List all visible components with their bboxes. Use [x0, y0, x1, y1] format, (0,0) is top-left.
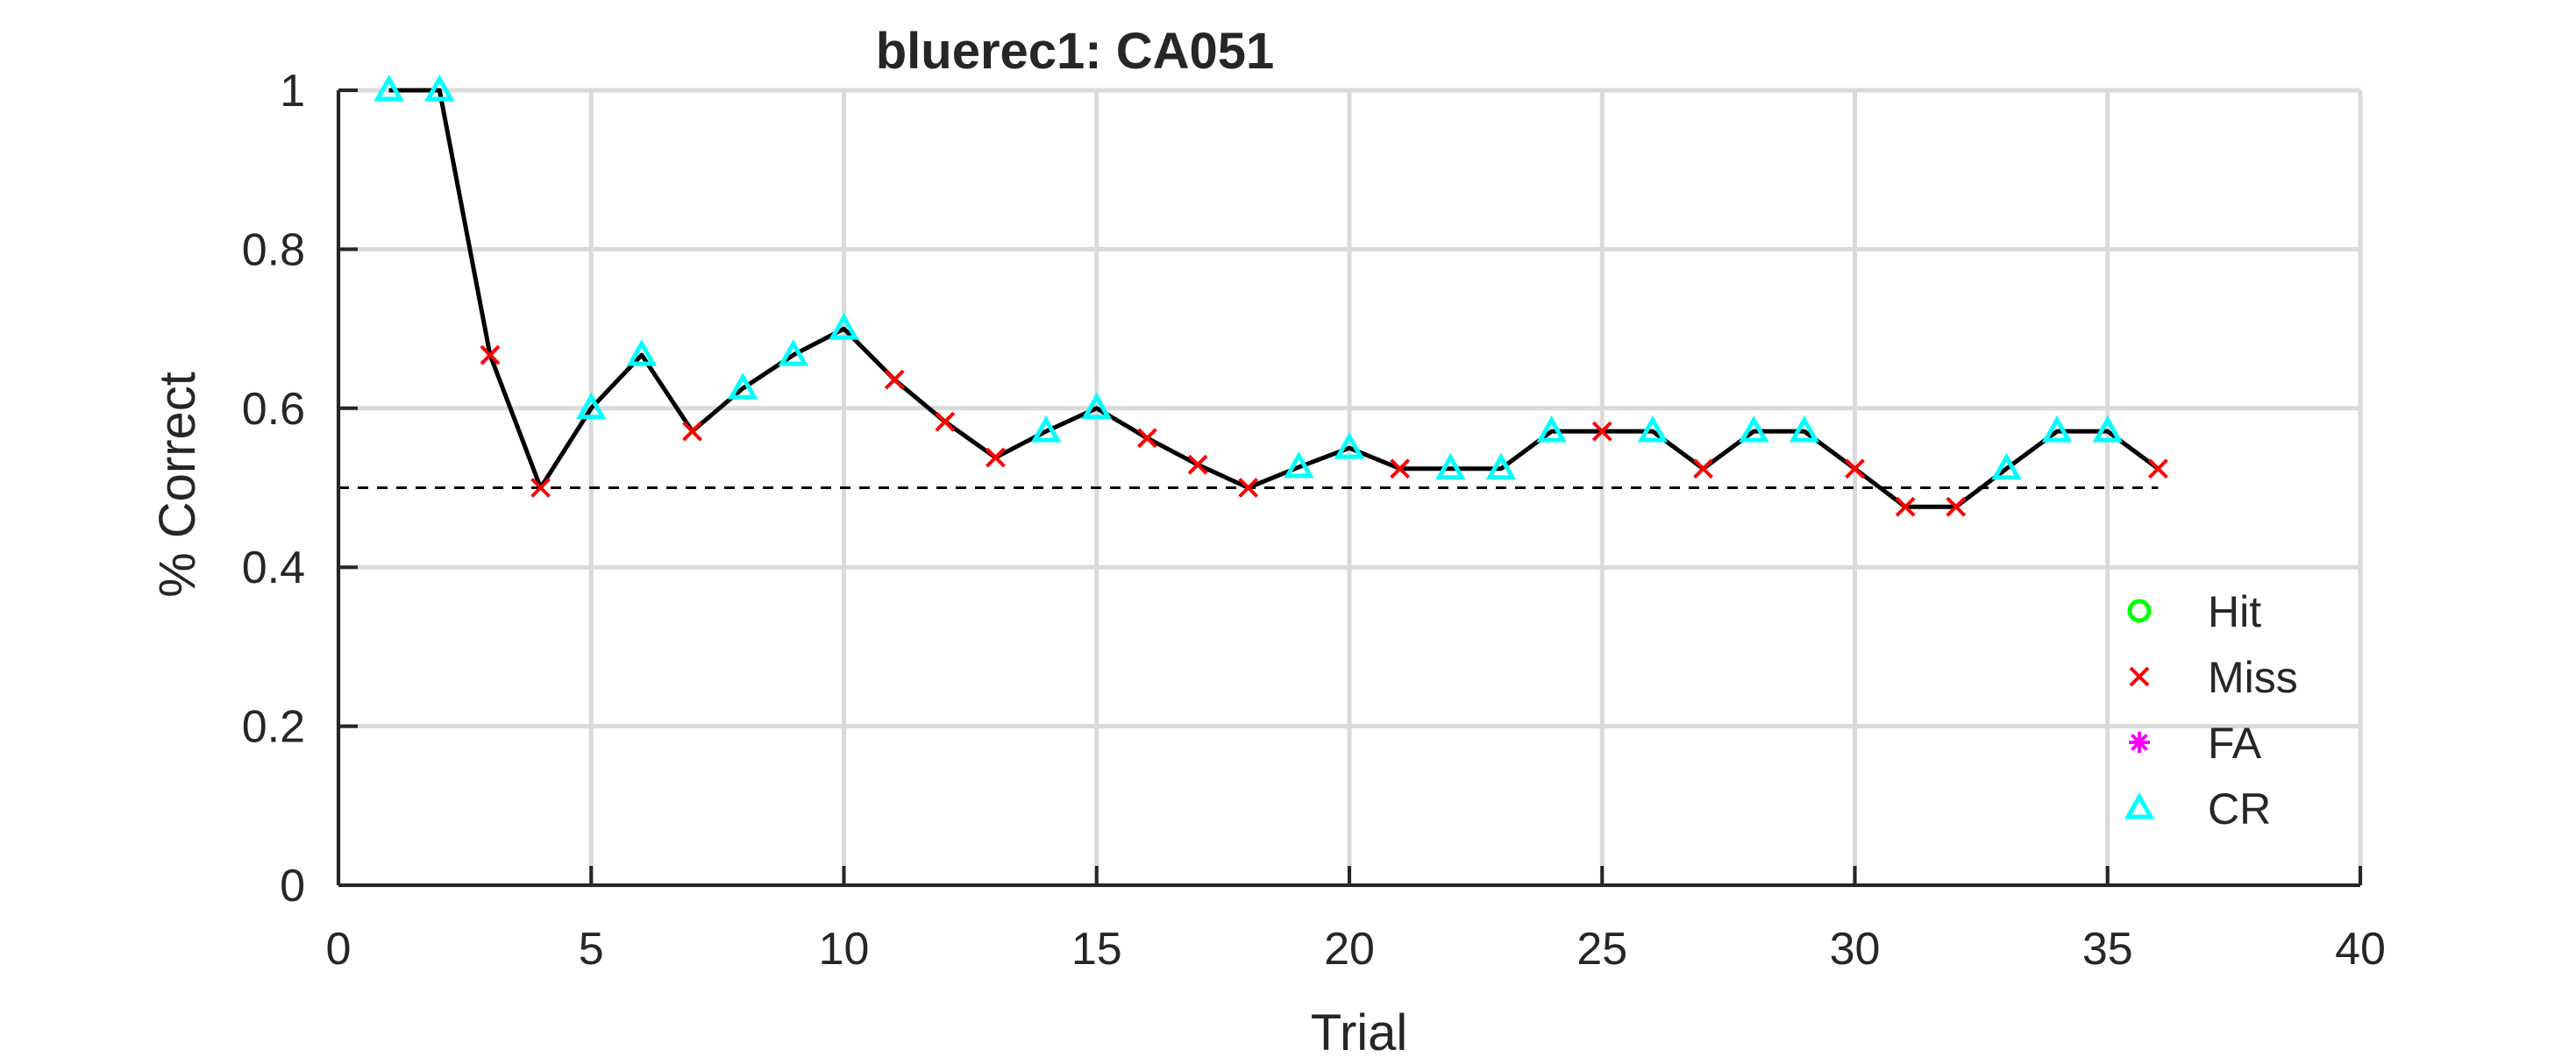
marker-miss	[682, 421, 702, 442]
x-stroke	[1136, 428, 1157, 449]
marker-miss	[935, 411, 956, 432]
marker-miss	[1895, 496, 1916, 517]
x-tick-label: 15	[1071, 924, 1122, 975]
marker-miss	[2147, 458, 2168, 479]
legend-label-miss: Miss	[2208, 653, 2298, 702]
legend-label-fa: FA	[2208, 719, 2262, 768]
x-stroke	[1895, 496, 1916, 517]
marker-cr	[727, 372, 758, 400]
marker-miss	[1390, 458, 1411, 479]
y-tick-label: 0.4	[242, 543, 305, 593]
legend-marker-fa	[2129, 732, 2150, 753]
marker-miss	[1693, 458, 1713, 479]
marker-cr	[1991, 452, 2022, 480]
axes	[337, 89, 2362, 887]
x-stroke	[1390, 458, 1411, 479]
asterisk-stroke	[2131, 734, 2148, 751]
x-stroke	[2129, 666, 2150, 687]
legend-label-cr: CR	[2208, 784, 2271, 834]
x-stroke	[884, 369, 905, 390]
legend-marker-miss	[2129, 666, 2150, 687]
x-stroke	[1845, 458, 1865, 479]
x-stroke	[935, 411, 956, 432]
marker-cr	[1536, 415, 1567, 443]
x-axis-label: Trial	[1311, 1004, 1408, 1057]
marker-miss	[986, 447, 1006, 468]
marker-miss	[884, 369, 905, 390]
x-tick-label: 0	[326, 924, 352, 975]
x-stroke	[480, 344, 501, 365]
x-tick-label: 5	[579, 924, 604, 975]
marker-cr	[1485, 452, 1517, 480]
marker-cr	[626, 338, 658, 366]
marker-cr	[1030, 415, 1062, 443]
marker-cr	[1435, 452, 1466, 480]
legend-marker-cr	[2124, 791, 2155, 819]
x-tick-label: 40	[2335, 924, 2386, 975]
y-tick-label: 0.6	[242, 384, 305, 435]
marker-miss	[1187, 454, 1208, 475]
legend-marker-hit	[2127, 599, 2152, 623]
x-stroke	[1591, 421, 1612, 442]
y-tick-label: 0.8	[242, 224, 305, 275]
x-tick-label: 35	[2082, 924, 2133, 975]
marker-cr	[374, 74, 404, 102]
marker-cr	[1284, 450, 1314, 479]
x-tick-label: 25	[1576, 924, 1627, 975]
marker-miss	[1136, 428, 1157, 449]
marker-miss	[480, 344, 501, 365]
x-stroke	[1187, 454, 1208, 475]
legend-label-hit: Hit	[2208, 587, 2261, 636]
x-tick-label: 20	[1324, 924, 1375, 975]
x-stroke	[1946, 496, 1967, 517]
y-tick-label: 1	[280, 66, 305, 117]
marker-miss	[530, 478, 551, 498]
legend: Hit Miss FA CR	[2124, 587, 2298, 834]
x-stroke	[1238, 478, 1259, 498]
tick-labels: 0 5 10 15 20 25 30 35 40 0 0.2 0.4 0.6 0.8 1	[242, 66, 2386, 975]
series-line	[388, 88, 2160, 509]
marker-cr	[424, 74, 455, 102]
x-stroke	[1693, 458, 1713, 479]
marker-cr	[829, 313, 859, 340]
y-tick-label: 0.2	[242, 702, 305, 753]
x-tick-label: 30	[1830, 924, 1881, 975]
marker-cr	[575, 392, 607, 420]
marker-cr	[1334, 432, 1365, 459]
chart-title: bluerec1: CA051	[876, 23, 1275, 80]
x-stroke	[530, 478, 551, 498]
marker-miss	[1946, 496, 1967, 517]
marker-cr	[1738, 415, 1769, 443]
marker-miss	[1845, 458, 1865, 479]
marker-cr	[2041, 415, 2073, 443]
marker-cr	[1081, 392, 1113, 420]
marker-cr	[1637, 415, 1669, 443]
marker-cr	[778, 338, 809, 366]
marker-miss	[1238, 478, 1259, 498]
y-tick-label: 0	[280, 861, 305, 912]
x-stroke	[682, 421, 702, 442]
marker-cr	[1789, 415, 1820, 443]
marker-cr	[2092, 415, 2124, 443]
x-tick-label: 10	[819, 924, 870, 975]
marker-miss	[1591, 421, 1612, 442]
x-stroke	[986, 447, 1006, 468]
data-markers	[374, 74, 2168, 517]
x-stroke	[2147, 458, 2168, 479]
y-axis-label: % Correct	[149, 372, 206, 598]
